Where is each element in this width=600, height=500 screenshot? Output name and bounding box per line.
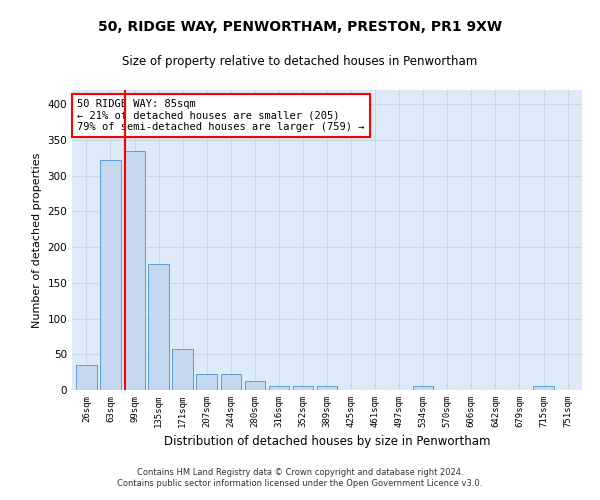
Bar <box>317 386 337 390</box>
Text: 50 RIDGE WAY: 85sqm
← 21% of detached houses are smaller (205)
79% of semi-detac: 50 RIDGE WAY: 85sqm ← 21% of detached ho… <box>77 99 365 132</box>
Text: Contains HM Land Registry data © Crown copyright and database right 2024.
Contai: Contains HM Land Registry data © Crown c… <box>118 468 482 487</box>
Bar <box>413 386 433 390</box>
Bar <box>100 160 121 390</box>
Text: Size of property relative to detached houses in Penwortham: Size of property relative to detached ho… <box>122 55 478 68</box>
Bar <box>269 386 289 390</box>
Bar <box>124 150 145 390</box>
Y-axis label: Number of detached properties: Number of detached properties <box>32 152 42 328</box>
Bar <box>293 386 313 390</box>
Text: 50, RIDGE WAY, PENWORTHAM, PRESTON, PR1 9XW: 50, RIDGE WAY, PENWORTHAM, PRESTON, PR1 … <box>98 20 502 34</box>
Bar <box>221 374 241 390</box>
X-axis label: Distribution of detached houses by size in Penwortham: Distribution of detached houses by size … <box>164 436 490 448</box>
Bar <box>245 380 265 390</box>
Bar <box>76 365 97 390</box>
Bar <box>172 350 193 390</box>
Bar <box>196 374 217 390</box>
Bar <box>148 264 169 390</box>
Bar <box>533 386 554 390</box>
